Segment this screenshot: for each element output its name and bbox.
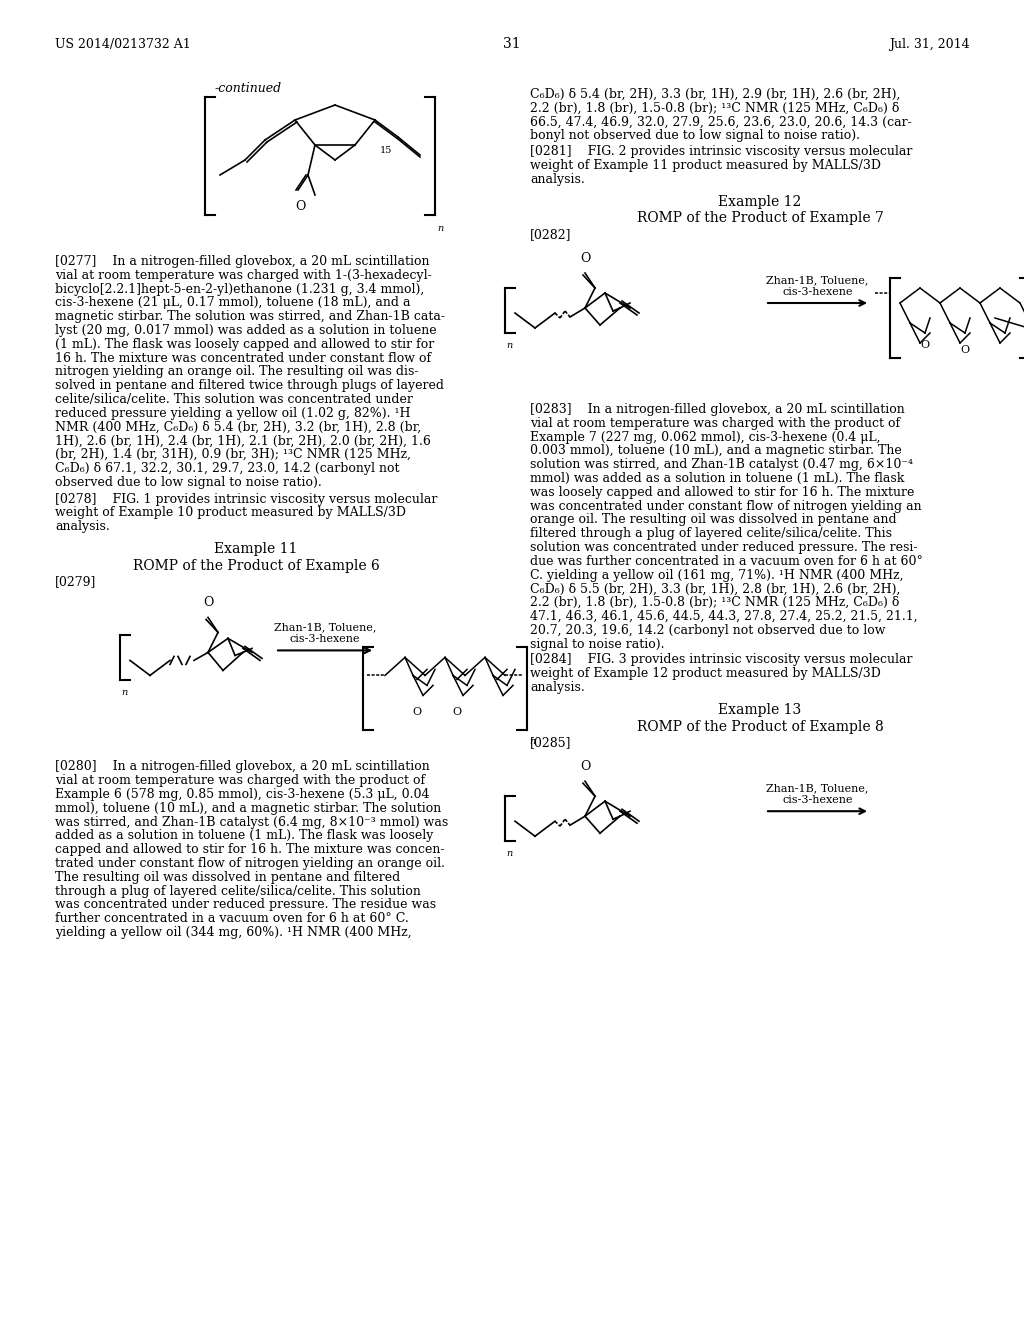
Text: analysis.: analysis.	[530, 681, 585, 694]
Text: weight of Example 12 product measured by MALLS/3D: weight of Example 12 product measured by…	[530, 667, 881, 680]
Text: was loosely capped and allowed to stir for 16 h. The mixture: was loosely capped and allowed to stir f…	[530, 486, 914, 499]
Text: 2.2 (br), 1.8 (br), 1.5-0.8 (br); ¹³C NMR (125 MHz, C₆D₆) δ: 2.2 (br), 1.8 (br), 1.5-0.8 (br); ¹³C NM…	[530, 102, 899, 115]
Text: Example 7 (227 mg, 0.062 mmol), cis-3-hexene (0.4 μL,: Example 7 (227 mg, 0.062 mmol), cis-3-he…	[530, 430, 881, 444]
Text: capped and allowed to stir for 16 h. The mixture was concen-: capped and allowed to stir for 16 h. The…	[55, 843, 444, 857]
Text: -continued: -continued	[215, 82, 283, 95]
Text: O: O	[921, 341, 930, 350]
Text: [0277]    In a nitrogen-filled glovebox, a 20 mL scintillation: [0277] In a nitrogen-filled glovebox, a …	[55, 255, 429, 268]
Text: [0282]: [0282]	[530, 228, 571, 242]
Text: C₆D₆) δ 5.5 (br, 2H), 3.3 (br, 1H), 2.8 (br, 1H), 2.6 (br, 2H),: C₆D₆) δ 5.5 (br, 2H), 3.3 (br, 1H), 2.8 …	[530, 582, 900, 595]
Text: 20.7, 20.3, 19.6, 14.2 (carbonyl not observed due to low: 20.7, 20.3, 19.6, 14.2 (carbonyl not obs…	[530, 624, 886, 636]
Text: reduced pressure yielding a yellow oil (1.02 g, 82%). ¹H: reduced pressure yielding a yellow oil (…	[55, 407, 411, 420]
Text: was stirred, and Zhan-1B catalyst (6.4 mg, 8×10⁻³ mmol) was: was stirred, and Zhan-1B catalyst (6.4 m…	[55, 816, 449, 829]
Text: due was further concentrated in a vacuum oven for 6 h at 60°: due was further concentrated in a vacuum…	[530, 554, 923, 568]
Text: 16 h. The mixture was concentrated under constant flow of: 16 h. The mixture was concentrated under…	[55, 351, 431, 364]
Text: n: n	[506, 341, 512, 350]
Text: (br, 2H), 1.4 (br, 31H), 0.9 (br, 3H); ¹³C NMR (125 MHz,: (br, 2H), 1.4 (br, 31H), 0.9 (br, 3H); ¹…	[55, 449, 411, 461]
Text: bicyclo[2.2.1]hept-5-en-2-yl)ethanone (1.231 g, 3.4 mmol),: bicyclo[2.2.1]hept-5-en-2-yl)ethanone (1…	[55, 282, 424, 296]
Text: cis-3-hexene (21 μL, 0.17 mmol), toluene (18 mL), and a: cis-3-hexene (21 μL, 0.17 mmol), toluene…	[55, 297, 411, 309]
Text: trated under constant flow of nitrogen yielding an orange oil.: trated under constant flow of nitrogen y…	[55, 857, 445, 870]
Text: O: O	[413, 708, 422, 717]
Text: Zhan-1B, Toluene,: Zhan-1B, Toluene,	[766, 783, 868, 793]
Text: was concentrated under constant flow of nitrogen yielding an: was concentrated under constant flow of …	[530, 499, 922, 512]
Text: n: n	[121, 689, 127, 697]
Text: cis-3-hexene: cis-3-hexene	[782, 795, 853, 805]
Text: vial at room temperature was charged with the product of: vial at room temperature was charged wit…	[530, 417, 900, 430]
Text: [0278]    FIG. 1 provides intrinsic viscosity versus molecular: [0278] FIG. 1 provides intrinsic viscosi…	[55, 492, 437, 506]
Text: [0284]    FIG. 3 provides intrinsic viscosity versus molecular: [0284] FIG. 3 provides intrinsic viscosi…	[530, 653, 912, 667]
Text: O: O	[580, 252, 590, 264]
Text: C. yielding a yellow oil (161 mg, 71%). ¹H NMR (400 MHz,: C. yielding a yellow oil (161 mg, 71%). …	[530, 569, 903, 582]
Text: solution was concentrated under reduced pressure. The resi-: solution was concentrated under reduced …	[530, 541, 918, 554]
Text: cis-3-hexene: cis-3-hexene	[290, 635, 360, 644]
Text: C₆D₆) δ 5.4 (br, 2H), 3.3 (br, 1H), 2.9 (br, 1H), 2.6 (br, 2H),: C₆D₆) δ 5.4 (br, 2H), 3.3 (br, 1H), 2.9 …	[530, 88, 900, 102]
Text: [0281]    FIG. 2 provides intrinsic viscosity versus molecular: [0281] FIG. 2 provides intrinsic viscosi…	[530, 145, 912, 158]
Text: O: O	[295, 201, 305, 214]
Text: Example 13: Example 13	[719, 702, 802, 717]
Text: mmol) was added as a solution in toluene (1 mL). The flask: mmol) was added as a solution in toluene…	[530, 473, 904, 484]
Text: magnetic stirbar. The solution was stirred, and Zhan-1B cata-: magnetic stirbar. The solution was stirr…	[55, 310, 445, 323]
Text: through a plug of layered celite/silica/celite. This solution: through a plug of layered celite/silica/…	[55, 884, 421, 898]
Text: Example 6 (578 mg, 0.85 mmol), cis-3-hexene (5.3 μL, 0.04: Example 6 (578 mg, 0.85 mmol), cis-3-hex…	[55, 788, 429, 801]
Text: weight of Example 11 product measured by MALLS/3D: weight of Example 11 product measured by…	[530, 158, 881, 172]
Text: O: O	[203, 595, 213, 609]
Text: n: n	[506, 849, 512, 858]
Text: n: n	[437, 224, 443, 234]
Text: 47.1, 46.3, 46.1, 45.6, 44.5, 44.3, 27.8, 27.4, 25.2, 21.5, 21.1,: 47.1, 46.3, 46.1, 45.6, 44.5, 44.3, 27.8…	[530, 610, 918, 623]
Text: weight of Example 10 product measured by MALLS/3D: weight of Example 10 product measured by…	[55, 507, 406, 519]
Text: 1H), 2.6 (br, 1H), 2.4 (br, 1H), 2.1 (br, 2H), 2.0 (br, 2H), 1.6: 1H), 2.6 (br, 1H), 2.4 (br, 1H), 2.1 (br…	[55, 434, 431, 447]
Text: [0285]: [0285]	[530, 737, 571, 750]
Text: O: O	[453, 708, 462, 717]
Text: celite/silica/celite. This solution was concentrated under: celite/silica/celite. This solution was …	[55, 393, 413, 407]
Text: [0280]    In a nitrogen-filled glovebox, a 20 mL scintillation: [0280] In a nitrogen-filled glovebox, a …	[55, 760, 430, 774]
Text: yielding a yellow oil (344 mg, 60%). ¹H NMR (400 MHz,: yielding a yellow oil (344 mg, 60%). ¹H …	[55, 927, 412, 939]
Text: [0279]: [0279]	[55, 576, 96, 589]
Text: 2.2 (br), 1.8 (br), 1.5-0.8 (br); ¹³C NMR (125 MHz, C₆D₆) δ: 2.2 (br), 1.8 (br), 1.5-0.8 (br); ¹³C NM…	[530, 597, 899, 610]
Text: Jul. 31, 2014: Jul. 31, 2014	[890, 38, 970, 51]
Text: lyst (20 mg, 0.017 mmol) was added as a solution in toluene: lyst (20 mg, 0.017 mmol) was added as a …	[55, 323, 436, 337]
Text: [0283]    In a nitrogen-filled glovebox, a 20 mL scintillation: [0283] In a nitrogen-filled glovebox, a …	[530, 403, 905, 416]
Text: Example 11: Example 11	[214, 543, 298, 556]
Text: orange oil. The resulting oil was dissolved in pentane and: orange oil. The resulting oil was dissol…	[530, 513, 897, 527]
Text: solution was stirred, and Zhan-1B catalyst (0.47 mg, 6×10⁻⁴: solution was stirred, and Zhan-1B cataly…	[530, 458, 913, 471]
Text: 0.003 mmol), toluene (10 mL), and a magnetic stirbar. The: 0.003 mmol), toluene (10 mL), and a magn…	[530, 445, 902, 458]
Text: ROMP of the Product of Example 6: ROMP of the Product of Example 6	[133, 558, 379, 573]
Text: 66.5, 47.4, 46.9, 32.0, 27.9, 25.6, 23.6, 23.0, 20.6, 14.3 (car-: 66.5, 47.4, 46.9, 32.0, 27.9, 25.6, 23.6…	[530, 116, 911, 128]
Text: vial at room temperature was charged with 1-(3-hexadecyl-: vial at room temperature was charged wit…	[55, 269, 432, 281]
Text: 15: 15	[380, 147, 392, 154]
Text: US 2014/0213732 A1: US 2014/0213732 A1	[55, 38, 190, 51]
Text: observed due to low signal to noise ratio).: observed due to low signal to noise rati…	[55, 475, 322, 488]
Text: Zhan-1B, Toluene,: Zhan-1B, Toluene,	[766, 275, 868, 285]
Text: (1 mL). The flask was loosely capped and allowed to stir for: (1 mL). The flask was loosely capped and…	[55, 338, 434, 351]
Text: The resulting oil was dissolved in pentane and filtered: The resulting oil was dissolved in penta…	[55, 871, 400, 884]
Text: added as a solution in toluene (1 mL). The flask was loosely: added as a solution in toluene (1 mL). T…	[55, 829, 433, 842]
Text: mmol), toluene (10 mL), and a magnetic stirbar. The solution: mmol), toluene (10 mL), and a magnetic s…	[55, 801, 441, 814]
Text: Example 12: Example 12	[719, 194, 802, 209]
Text: signal to noise ratio).: signal to noise ratio).	[530, 638, 665, 651]
Text: 31: 31	[503, 37, 521, 51]
Text: Zhan-1B, Toluene,: Zhan-1B, Toluene,	[273, 623, 376, 632]
Text: nitrogen yielding an orange oil. The resulting oil was dis-: nitrogen yielding an orange oil. The res…	[55, 366, 419, 379]
Text: O: O	[961, 345, 970, 355]
Text: NMR (400 MHz, C₆D₆) δ 5.4 (br, 2H), 3.2 (br, 1H), 2.8 (br,: NMR (400 MHz, C₆D₆) δ 5.4 (br, 2H), 3.2 …	[55, 421, 421, 433]
Text: analysis.: analysis.	[55, 520, 110, 533]
Text: vial at room temperature was charged with the product of: vial at room temperature was charged wit…	[55, 775, 425, 787]
Text: ROMP of the Product of Example 8: ROMP of the Product of Example 8	[637, 719, 884, 734]
Text: bonyl not observed due to low signal to noise ratio).: bonyl not observed due to low signal to …	[530, 129, 860, 143]
Text: O: O	[580, 760, 590, 772]
Text: ROMP of the Product of Example 7: ROMP of the Product of Example 7	[637, 211, 884, 226]
Text: further concentrated in a vacuum oven for 6 h at 60° C.: further concentrated in a vacuum oven fo…	[55, 912, 409, 925]
Text: solved in pentane and filtered twice through plugs of layered: solved in pentane and filtered twice thr…	[55, 379, 444, 392]
Text: analysis.: analysis.	[530, 173, 585, 186]
Text: n: n	[529, 738, 536, 746]
Text: filtered through a plug of layered celite/silica/celite. This: filtered through a plug of layered celit…	[530, 527, 892, 540]
Text: C₆D₆) δ 67.1, 32.2, 30.1, 29.7, 23.0, 14.2 (carbonyl not: C₆D₆) δ 67.1, 32.2, 30.1, 29.7, 23.0, 14…	[55, 462, 399, 475]
Text: cis-3-hexene: cis-3-hexene	[782, 286, 853, 297]
Text: was concentrated under reduced pressure. The residue was: was concentrated under reduced pressure.…	[55, 899, 436, 911]
